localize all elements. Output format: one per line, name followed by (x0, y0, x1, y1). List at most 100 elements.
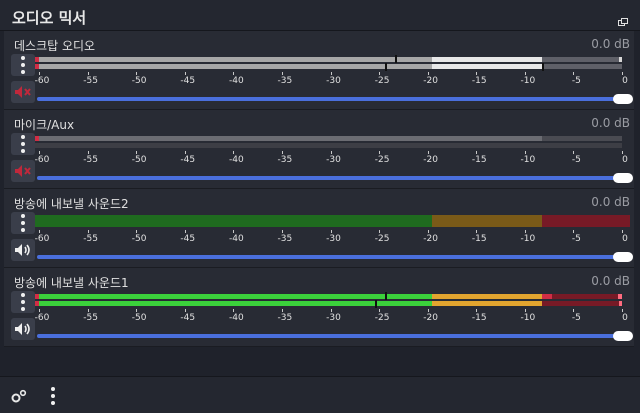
channel-menu-button[interactable] (11, 54, 35, 76)
scale-tick (476, 230, 478, 233)
scale-tick (476, 72, 478, 75)
scale-tick (622, 309, 623, 312)
scale-tick (379, 151, 381, 154)
fader-handle[interactable] (613, 173, 633, 183)
scale-label: -10 (520, 76, 536, 86)
scale-tick (427, 309, 429, 312)
mute-toggle-button[interactable] (11, 318, 35, 340)
scale-tick (622, 230, 623, 233)
channel-db-value: 0.0 dB (591, 37, 630, 51)
mixer-footer (0, 376, 640, 413)
fader-handle[interactable] (613, 94, 633, 104)
scale-tick (622, 151, 623, 154)
scale-tick (87, 72, 89, 75)
scale-tick (39, 309, 40, 312)
fader-handle[interactable] (613, 331, 633, 341)
scale-tick (524, 230, 526, 233)
mute-toggle-button[interactable] (11, 81, 35, 103)
scale-label: -20 (423, 155, 439, 165)
scale-label: -50 (131, 155, 147, 165)
channel-name: 마이크/Aux (14, 118, 75, 132)
speaker-muted-icon (15, 165, 31, 177)
scale-tick (379, 230, 381, 233)
channel-menu-button[interactable] (11, 291, 35, 313)
scale-tick (233, 309, 235, 312)
mute-toggle-button[interactable] (11, 160, 35, 182)
meter-left (35, 55, 631, 63)
channel-broadcast-sound-2: 방송에 내보낼 사운드2 0.0 dB -60 -55 -50 -45 -40 -35 -3… (4, 189, 634, 268)
vertical-dots-icon (21, 293, 25, 311)
scale-tick (330, 309, 332, 312)
volume-fader[interactable] (37, 331, 633, 341)
scale-tick (233, 72, 235, 75)
scale-label: -15 (471, 234, 487, 244)
scale-tick (622, 72, 623, 75)
channel-menu-button[interactable] (11, 133, 35, 155)
scale-label: -55 (83, 313, 98, 323)
fader-track (37, 176, 615, 180)
scale-label: -5 (571, 76, 581, 86)
meter-scale: -60 -55 -50 -45 -40 -35 -30 -25 -20 -15 -10 -5 0 (35, 151, 631, 167)
scale-tick (87, 151, 89, 154)
meter-right (35, 63, 631, 71)
meter-left (35, 292, 631, 300)
scale-tick (39, 72, 40, 75)
volume-fader[interactable] (37, 173, 633, 183)
scale-label: 0 (622, 155, 628, 165)
scale-tick (136, 230, 138, 233)
scale-label: -60 (34, 155, 50, 165)
fader-track (37, 97, 615, 101)
volume-fader[interactable] (37, 252, 633, 262)
scale-tick (476, 309, 478, 312)
mute-toggle-button[interactable] (11, 239, 35, 261)
scale-label: -30 (326, 76, 341, 86)
scale-tick (476, 151, 478, 154)
channel-db-value: 0.0 dB (591, 274, 630, 288)
scale-tick (136, 309, 138, 312)
scale-label: -30 (326, 155, 341, 165)
scale-tick (136, 151, 138, 154)
scale-tick (39, 230, 40, 233)
scale-tick (281, 309, 283, 312)
volume-fader[interactable] (37, 94, 633, 104)
fader-track (37, 334, 615, 338)
channel-broadcast-sound-1: 방송에 내보낼 사운드1 0.0 dB (4, 268, 634, 347)
scale-label: -5 (571, 313, 581, 323)
scale-tick (281, 230, 283, 233)
mixer-menu-button[interactable] (42, 385, 64, 407)
advanced-audio-properties-button[interactable] (8, 385, 30, 407)
scale-tick (524, 309, 526, 312)
scale-tick (87, 309, 89, 312)
scale-label: -10 (520, 155, 536, 165)
fader-handle[interactable] (613, 252, 633, 262)
scale-tick (184, 72, 186, 75)
scale-tick (427, 72, 429, 75)
channel-name: 방송에 내보낼 사운드1 (14, 276, 129, 290)
scale-label: -55 (83, 234, 98, 244)
scale-label: -60 (34, 313, 50, 323)
scale-label: 0 (622, 313, 628, 323)
vertical-dots-icon (51, 387, 55, 405)
scale-label: -35 (277, 155, 293, 165)
scale-label: -45 (180, 76, 196, 86)
channel-db-value: 0.0 dB (591, 195, 630, 209)
scale-tick (524, 72, 526, 75)
scale-label: 0 (622, 76, 628, 86)
scale-tick (427, 230, 429, 233)
scale-label: -25 (374, 313, 390, 323)
undock-icon[interactable] (618, 11, 628, 26)
channel-menu-button[interactable] (11, 212, 35, 234)
channel-mic-aux: 마이크/Aux 0.0 dB -60 -55 -50 -45 -40 -35 -30 -25-… (4, 110, 634, 189)
scale-label: -15 (471, 313, 487, 323)
scale-tick (87, 230, 89, 233)
panel-titlebar: 오디오 믹서 (0, 0, 640, 31)
scale-tick (524, 151, 526, 154)
scale-label: -40 (228, 234, 244, 244)
scale-label: -25 (374, 76, 390, 86)
scale-label: -10 (520, 234, 536, 244)
meter-scale: -60 -55 -50 -45 -40 -35 -30 -25 -20 -15 -10 -5 0 (35, 72, 631, 88)
speaker-icon (15, 323, 30, 335)
scale-label: 0 (622, 234, 628, 244)
channel-name: 데스크탑 오디오 (14, 39, 96, 53)
scale-label: -20 (423, 76, 439, 86)
